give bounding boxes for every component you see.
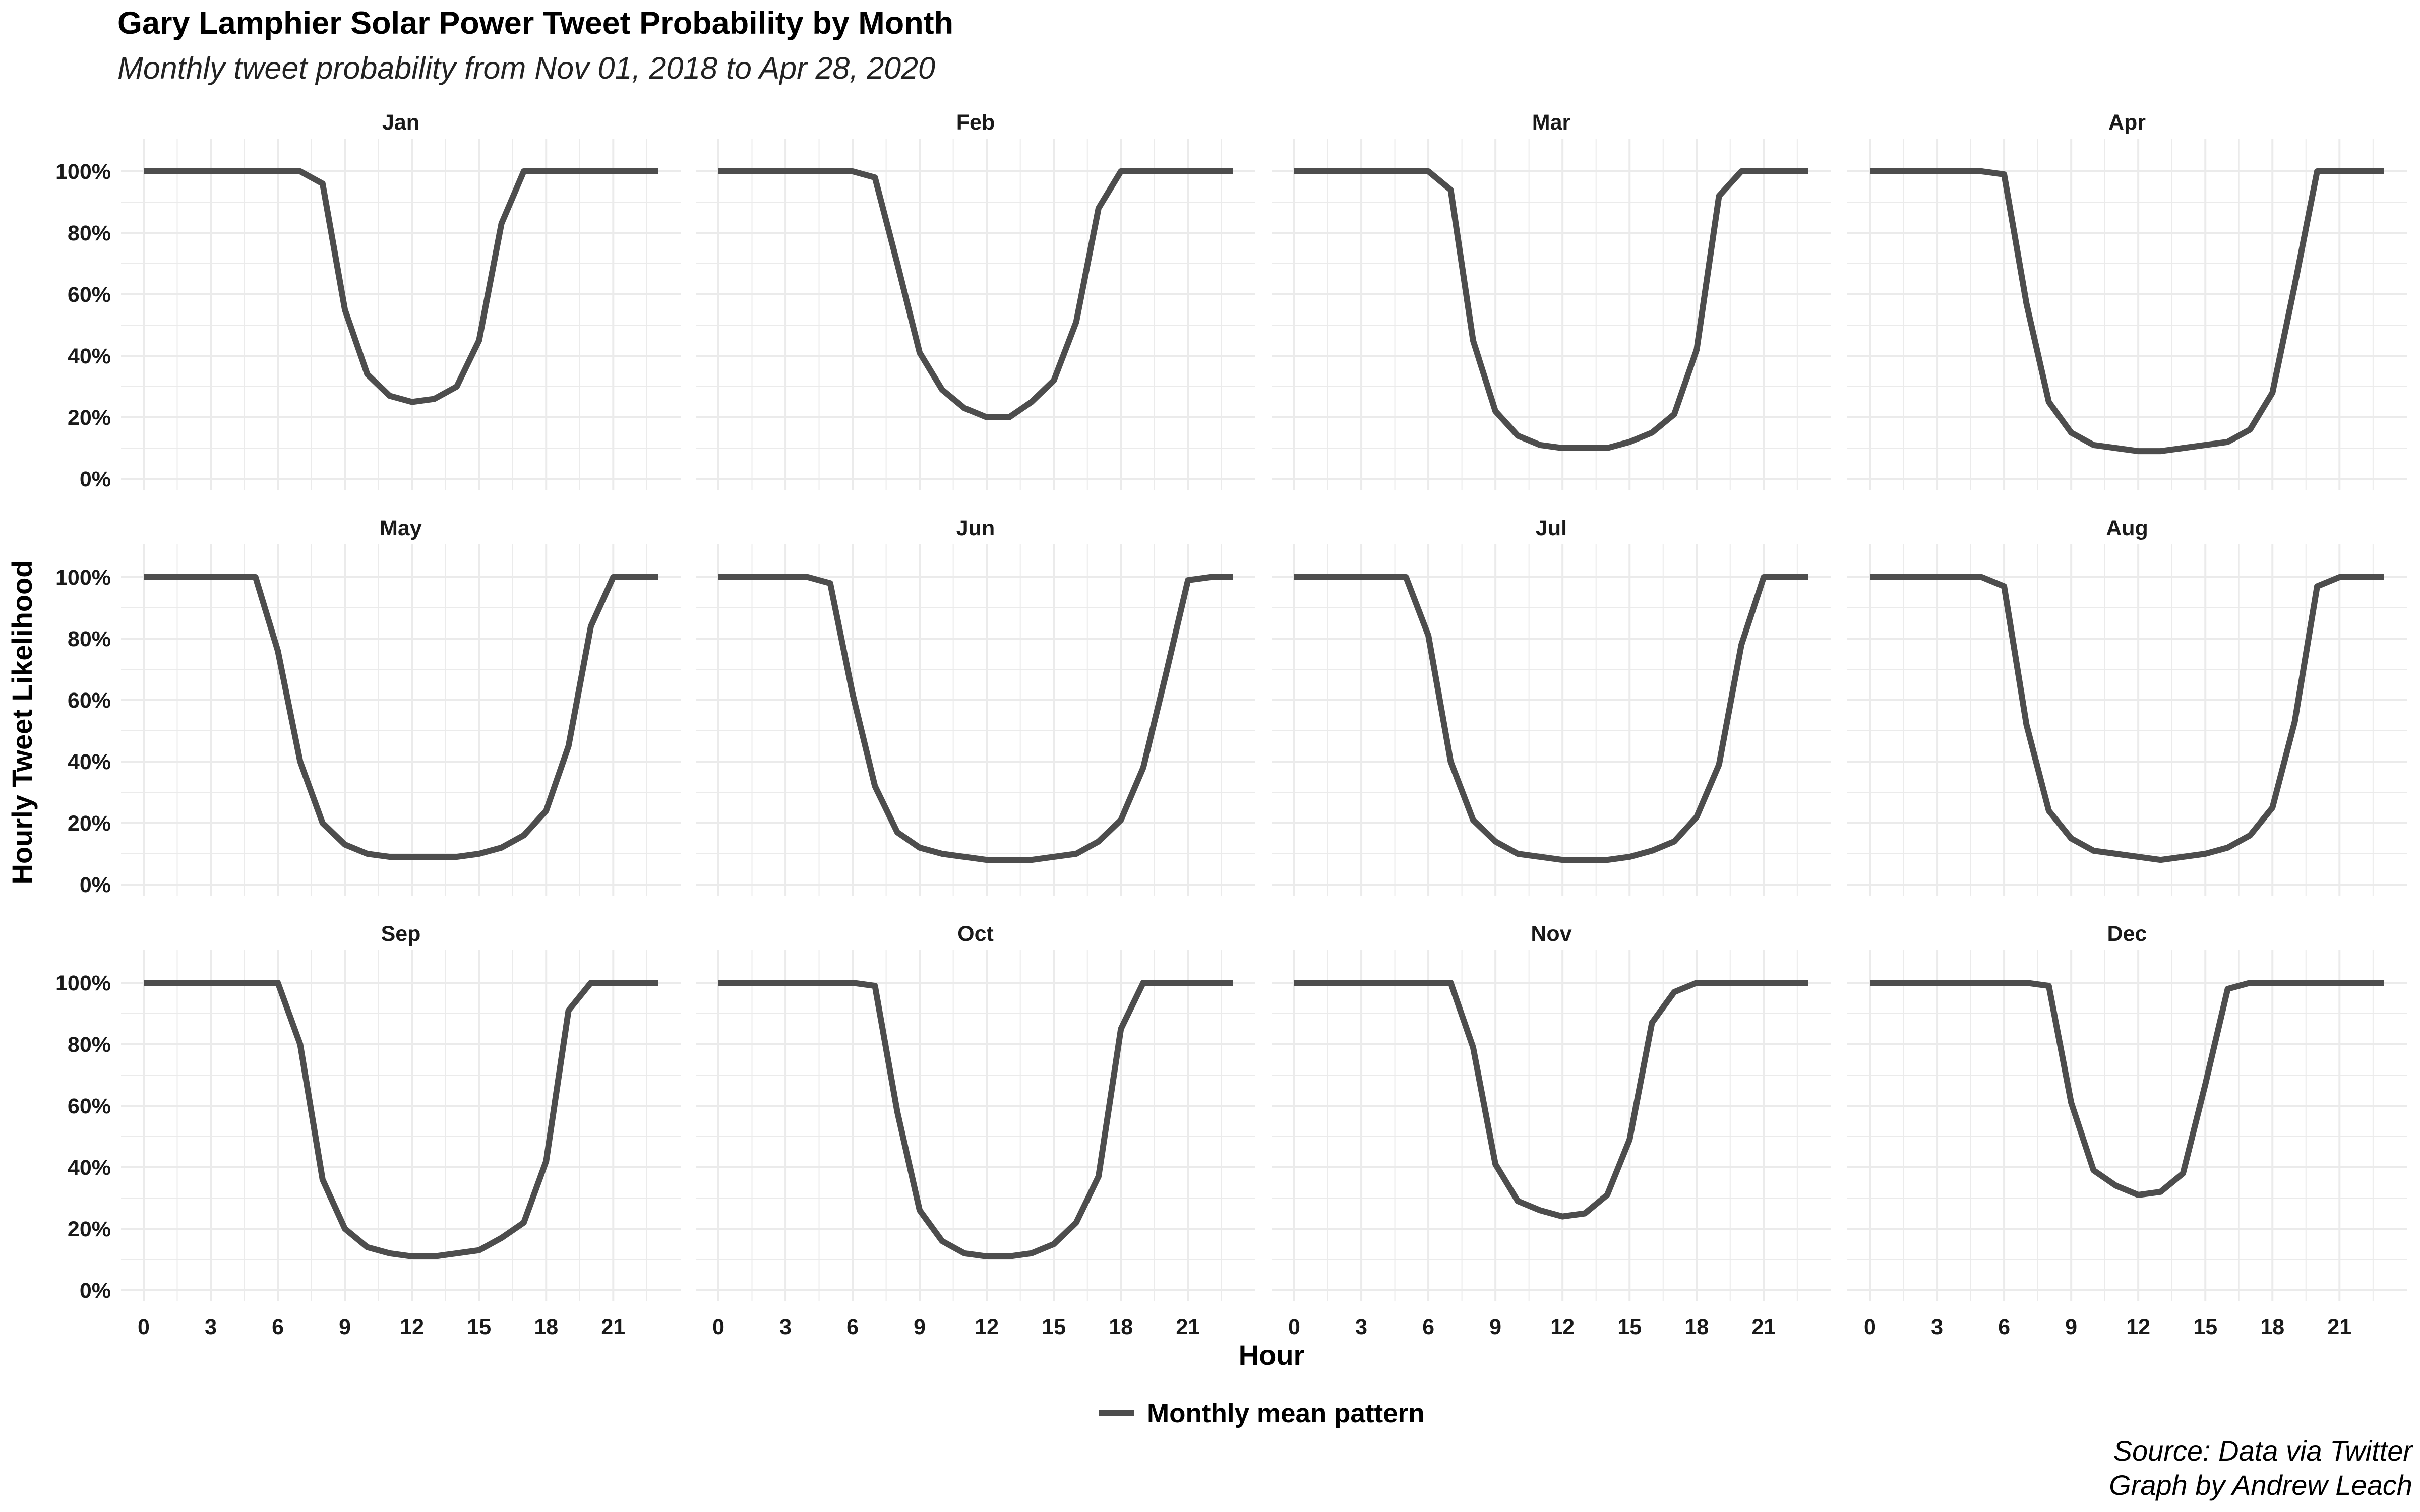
series-line-aug <box>1870 574 2384 863</box>
facet-label-feb: Feb <box>956 110 995 135</box>
y-tick-label: 80% <box>68 221 111 245</box>
facet-label-jan: Jan <box>382 110 419 135</box>
x-tick-label: 6 <box>1998 1315 2010 1339</box>
legend-label: Monthly mean pattern <box>1147 1399 1425 1428</box>
series-line-jun <box>718 574 1233 863</box>
x-tick-label: 0 <box>1288 1315 1300 1339</box>
y-tick-label: 100% <box>55 971 111 995</box>
x-tick-label: 3 <box>1355 1315 1367 1339</box>
y-tick-label: 0% <box>80 873 111 897</box>
x-tick-label: 15 <box>1042 1315 1066 1339</box>
x-tick-label: 12 <box>2126 1315 2150 1339</box>
chart-title: Gary Lamphier Solar Power Tweet Probabil… <box>117 6 954 41</box>
facet-label-dec: Dec <box>2107 922 2147 946</box>
series-line-jul <box>1294 574 1808 863</box>
x-tick-label: 21 <box>2327 1315 2351 1339</box>
facet-label-aug: Aug <box>2106 516 2148 540</box>
x-tick-label: 21 <box>1751 1315 1776 1339</box>
facet-label-oct: Oct <box>957 922 994 946</box>
x-tick-label: 12 <box>400 1315 424 1339</box>
series-line-jan <box>144 168 658 405</box>
series-line-mar <box>1294 168 1808 451</box>
y-tick-label: 20% <box>68 1217 111 1241</box>
x-tick-label: 9 <box>1489 1315 1501 1339</box>
x-tick-label: 6 <box>272 1315 284 1339</box>
y-tick-label: 40% <box>68 1156 111 1180</box>
y-axis-title: Hourly Tweet Likelihood <box>6 560 38 884</box>
y-tick-label: 100% <box>55 565 111 590</box>
x-tick-label: 15 <box>2193 1315 2217 1339</box>
x-tick-label: 0 <box>1864 1315 1876 1339</box>
y-tick-label: 80% <box>68 1033 111 1057</box>
x-tick-label: 12 <box>975 1315 999 1339</box>
x-tick-label: 3 <box>779 1315 792 1339</box>
series-line-oct <box>718 980 1233 1259</box>
y-tick-label: 0% <box>80 1279 111 1303</box>
series-line-apr <box>1870 168 2384 455</box>
x-tick-label: 6 <box>1422 1315 1434 1339</box>
chart-caption: Source: Data via Twitter Graph by Andrew… <box>2109 1434 2412 1502</box>
y-tick-label: 20% <box>68 406 111 430</box>
series-line-sep <box>144 980 658 1259</box>
x-tick-label: 6 <box>846 1315 859 1339</box>
x-tick-label: 21 <box>601 1315 625 1339</box>
facet-label-may: May <box>380 516 422 540</box>
y-tick-label: 60% <box>68 688 111 713</box>
x-tick-label: 18 <box>2260 1315 2284 1339</box>
series-line-feb <box>718 168 1233 420</box>
facet-label-sep: Sep <box>381 922 421 946</box>
facet-label-mar: Mar <box>1532 110 1571 135</box>
x-tick-label: 3 <box>1931 1315 1943 1339</box>
y-tick-label: 80% <box>68 627 111 651</box>
x-tick-label: 18 <box>1684 1315 1709 1339</box>
series-line-nov <box>1294 980 1808 1220</box>
y-tick-label: 40% <box>68 750 111 774</box>
facet-label-apr: Apr <box>2108 110 2146 135</box>
x-tick-label: 0 <box>712 1315 724 1339</box>
series-line-dec <box>1870 980 2384 1198</box>
caption-source: Source: Data via Twitter <box>2113 1435 2412 1467</box>
x-tick-label: 18 <box>534 1315 558 1339</box>
y-tick-label: 100% <box>55 160 111 184</box>
y-tick-label: 0% <box>80 467 111 491</box>
series-line-may <box>144 574 658 860</box>
y-tick-label: 60% <box>68 283 111 307</box>
x-tick-label: 15 <box>467 1315 491 1339</box>
y-tick-label: 20% <box>68 811 111 836</box>
x-tick-label: 9 <box>914 1315 926 1339</box>
chart-subtitle: Monthly tweet probability from Nov 01, 2… <box>117 51 935 85</box>
x-tick-label: 9 <box>339 1315 351 1339</box>
y-tick-label: 40% <box>68 344 111 368</box>
caption-credit: Graph by Andrew Leach <box>2109 1469 2412 1501</box>
facet-label-jun: Jun <box>956 516 995 540</box>
facet-label-nov: Nov <box>1531 922 1571 946</box>
x-tick-label: 18 <box>1109 1315 1133 1339</box>
y-tick-label: 60% <box>68 1094 111 1118</box>
x-tick-label: 15 <box>1617 1315 1642 1339</box>
x-tick-label: 21 <box>1176 1315 1200 1339</box>
x-tick-label: 3 <box>205 1315 217 1339</box>
x-tick-label: 12 <box>1550 1315 1575 1339</box>
x-axis-title: Hour <box>1239 1339 1305 1371</box>
facet-label-jul: Jul <box>1536 516 1567 540</box>
x-tick-label: 0 <box>138 1315 150 1339</box>
x-tick-label: 9 <box>2065 1315 2077 1339</box>
